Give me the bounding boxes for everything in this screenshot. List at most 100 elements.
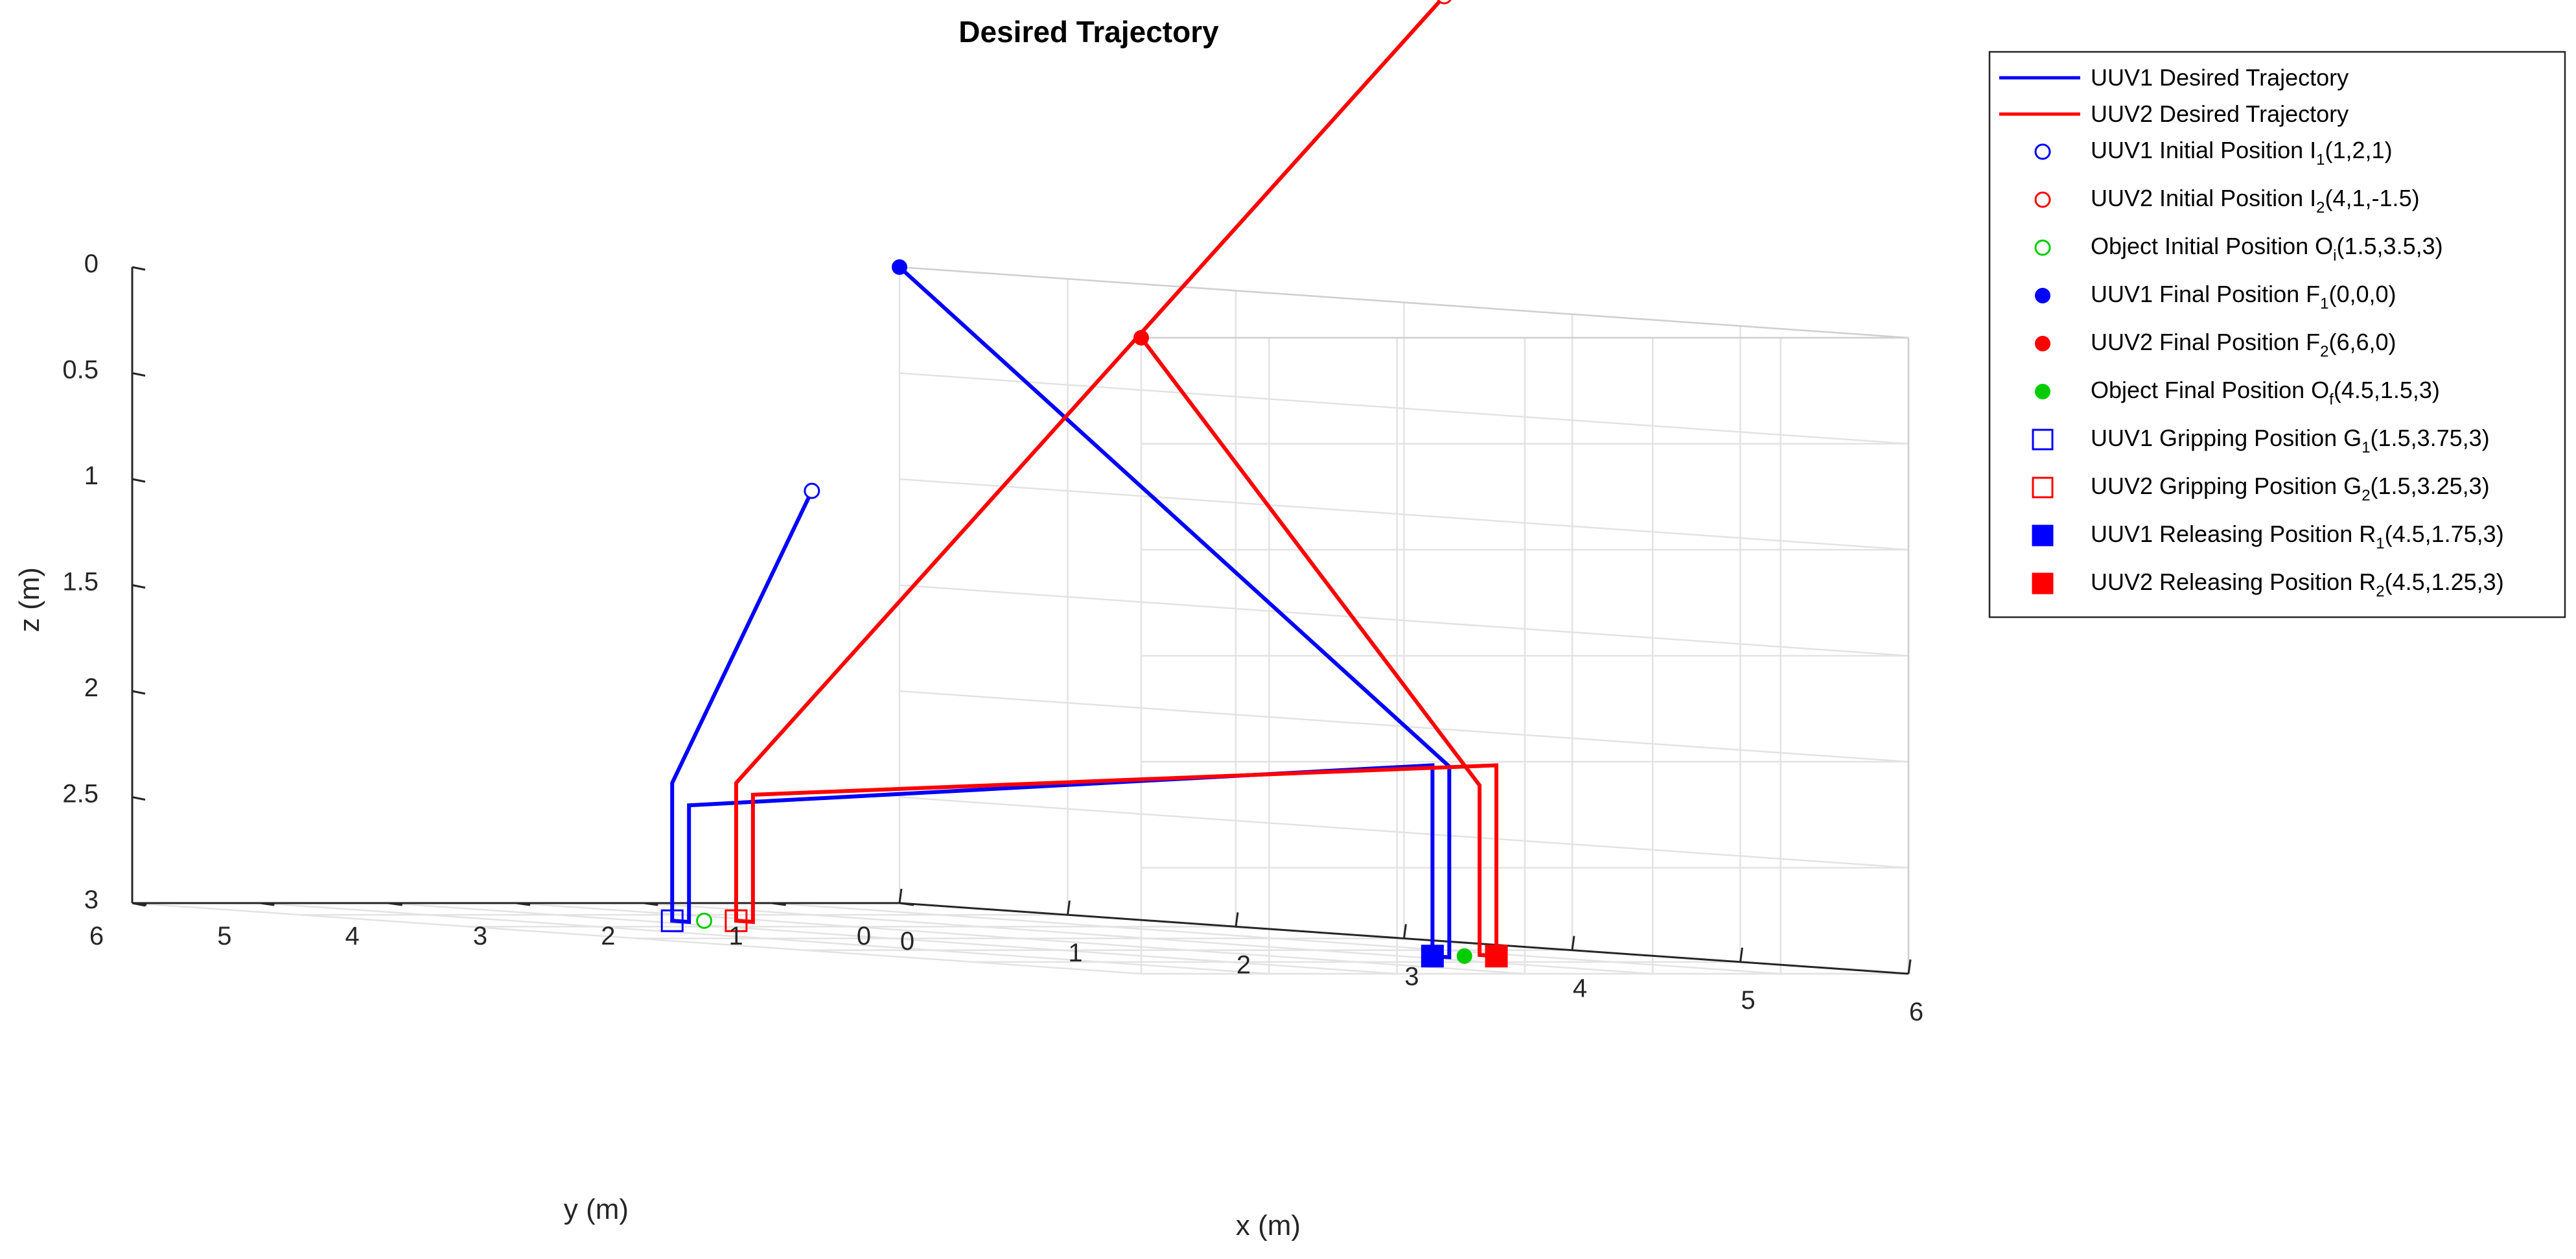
y-axis-label: y (m) bbox=[564, 1194, 629, 1225]
legend-marker bbox=[2035, 384, 2050, 399]
x-axis-label: x (m) bbox=[1236, 1210, 1301, 1241]
legend-entry-subscript: 2 bbox=[2316, 199, 2325, 217]
legend-marker bbox=[2032, 477, 2054, 499]
legend-entry-coords: (1,2,1) bbox=[2325, 137, 2393, 163]
legend-entry-coords: (1.5,3.75,3) bbox=[2371, 425, 2490, 451]
legend-box bbox=[1988, 51, 2566, 618]
legend-marker bbox=[2032, 429, 2054, 451]
trajectory-line bbox=[734, 0, 1499, 958]
axes-layer bbox=[131, 266, 1912, 975]
position-marker bbox=[1133, 330, 1149, 346]
legend-entry-subscript: f bbox=[2329, 391, 2334, 408]
legend-entry-label: UUV2 Gripping Position G2(1.5,3.25,3) bbox=[2091, 473, 2490, 504]
z-tick-label: 0 bbox=[84, 250, 99, 278]
legend-entry-subscript: 1 bbox=[2361, 439, 2370, 456]
x-tick-label: 5 bbox=[1741, 986, 1755, 1015]
legend-entry-name: Object Initial Position O bbox=[2091, 233, 2333, 259]
z-tick bbox=[132, 372, 146, 377]
z-axis-label: z (m) bbox=[14, 567, 45, 632]
legend-entry-label: UUV2 Desired Trajectory bbox=[2091, 100, 2349, 127]
box-edge bbox=[899, 266, 1909, 339]
legend-marker bbox=[2034, 143, 2051, 160]
x-tick bbox=[1235, 912, 1239, 927]
x-tick-label: 6 bbox=[1909, 998, 1923, 1026]
grid-line bbox=[899, 478, 1909, 551]
legend-entry-name: Object Final Position O bbox=[2091, 377, 2329, 403]
legend-entry-coords: (4.5,1.5,3) bbox=[2334, 377, 2440, 403]
grid-line bbox=[899, 584, 1909, 657]
z-tick-label: 3 bbox=[84, 886, 99, 914]
legend-marker bbox=[2034, 191, 2051, 208]
z-tick-label: 0.5 bbox=[62, 356, 99, 384]
y-tick-label: 4 bbox=[345, 922, 360, 950]
legend-entry-subscript: 1 bbox=[2320, 295, 2328, 312]
chart-legend: UUV1 Desired Trajectory UUV2 Desired Traj… bbox=[1988, 51, 2566, 618]
legend-entry-subscript: 1 bbox=[2376, 535, 2384, 552]
legend-marker bbox=[2035, 336, 2050, 351]
z-tick-label: 1.5 bbox=[62, 568, 99, 596]
legend-entry-label: UUV1 Desired Trajectory bbox=[2091, 64, 2349, 91]
grid-line bbox=[388, 902, 1397, 975]
legend-entry-label: Object Initial Position Oi(1.5,3.5,3) bbox=[2091, 233, 2443, 265]
z-tick-label: 2 bbox=[84, 674, 99, 702]
legend-entry-name: UUV1 Initial Position I bbox=[2091, 137, 2316, 163]
legend-entry-coords: (4.5,1.25,3) bbox=[2385, 569, 2504, 595]
y-tick bbox=[388, 902, 402, 906]
legend-entry-coords: (4,1,-1.5) bbox=[2325, 185, 2420, 211]
legend-entry-subscript: 2 bbox=[2320, 343, 2328, 360]
grid-line bbox=[132, 902, 1142, 975]
legend-entry-coords: (0,0,0) bbox=[2329, 281, 2396, 307]
legend-entry-label: UUV2 Final Position F2(6,6,0) bbox=[2091, 329, 2396, 360]
x-tick bbox=[1907, 959, 1912, 974]
grid-line bbox=[644, 902, 1653, 975]
x-tick-label: 2 bbox=[1236, 950, 1251, 979]
trajectory-line bbox=[670, 265, 1452, 959]
label-layer: 0 1 2 3 4 5 6 0 1 2 3 4 5 6 0 0.5 1 1.5 2 2.5 3 bbox=[62, 250, 1923, 1026]
y-tick-label: 6 bbox=[89, 922, 104, 950]
x-tick bbox=[1067, 900, 1071, 915]
x-tick bbox=[1739, 947, 1743, 963]
y-tick-label: 5 bbox=[217, 922, 231, 950]
legend-entry-subscript: i bbox=[2333, 247, 2336, 265]
legend-entry-name: UUV1 Gripping Position G bbox=[2091, 425, 2361, 451]
z-tick bbox=[132, 478, 146, 483]
x-tick bbox=[898, 888, 903, 904]
legend-entry-name: UUV2 Final Position F bbox=[2091, 329, 2320, 355]
z-tick bbox=[132, 690, 146, 695]
position-marker bbox=[1421, 945, 1444, 968]
x-tick-label: 1 bbox=[1068, 939, 1082, 967]
z-tick bbox=[132, 902, 146, 907]
x-tick-label: 3 bbox=[1404, 963, 1419, 991]
position-marker bbox=[804, 482, 820, 499]
y-tick bbox=[260, 902, 275, 906]
legend-marker bbox=[2034, 239, 2051, 256]
legend-entry-name: UUV2 Gripping Position G bbox=[2091, 473, 2361, 499]
legend-entry-subscript: 1 bbox=[2316, 151, 2325, 169]
y-tick-label: 1 bbox=[729, 922, 743, 950]
legend-entry-name: UUV1 Final Position F bbox=[2091, 281, 2320, 307]
legend-entry-subscript: 2 bbox=[2376, 583, 2384, 600]
x-tick bbox=[1403, 924, 1407, 939]
x-tick-label: 4 bbox=[1573, 974, 1587, 1003]
z-tick-label: 2.5 bbox=[62, 780, 99, 808]
y-tick bbox=[644, 902, 658, 906]
y-tick-label: 3 bbox=[473, 922, 487, 950]
legend-entry-coords: (6,6,0) bbox=[2329, 329, 2396, 355]
y-tick bbox=[771, 902, 786, 906]
legend-entry-name: UUV2 Initial Position I bbox=[2091, 185, 2316, 211]
legend-entry-coords: (1.5,3.5,3) bbox=[2337, 233, 2443, 259]
legend-entry-label: UUV1 Final Position F1(0,0,0) bbox=[2091, 281, 2396, 312]
position-marker bbox=[1456, 948, 1472, 964]
position-marker bbox=[725, 909, 748, 932]
position-marker bbox=[1485, 945, 1508, 968]
legend-marker bbox=[2032, 524, 2054, 547]
legend-entry-label: UUV2 Initial Position I2(4,1,-1.5) bbox=[2091, 185, 2420, 217]
legend-marker bbox=[2032, 572, 2054, 594]
z-tick-label: 1 bbox=[84, 462, 99, 490]
position-marker bbox=[892, 259, 907, 275]
grid-line bbox=[899, 372, 1909, 445]
legend-entry-name: UUV1 Releasing Position R bbox=[2091, 521, 2376, 547]
legend-entry-subscript: 2 bbox=[2361, 487, 2370, 504]
grid-line bbox=[771, 902, 1781, 975]
z-tick bbox=[132, 584, 146, 589]
